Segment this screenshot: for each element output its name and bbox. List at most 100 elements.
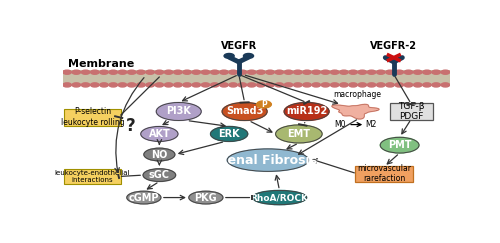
- Circle shape: [321, 70, 330, 74]
- Text: EMT: EMT: [288, 129, 310, 139]
- Circle shape: [284, 83, 293, 87]
- Text: P: P: [261, 100, 267, 109]
- Text: NO: NO: [151, 149, 168, 159]
- Ellipse shape: [227, 149, 308, 171]
- Circle shape: [229, 83, 237, 87]
- Circle shape: [312, 83, 320, 87]
- Ellipse shape: [380, 137, 419, 153]
- Circle shape: [63, 83, 72, 87]
- Text: Membrane: Membrane: [68, 59, 134, 69]
- Text: leukocyte-endothelial
interactions: leukocyte-endothelial interactions: [55, 170, 130, 183]
- Circle shape: [72, 83, 80, 87]
- Circle shape: [100, 70, 108, 74]
- Circle shape: [210, 70, 219, 74]
- Circle shape: [174, 70, 182, 74]
- Circle shape: [136, 83, 145, 87]
- Circle shape: [441, 70, 450, 74]
- Ellipse shape: [144, 148, 175, 161]
- Circle shape: [404, 70, 412, 74]
- Circle shape: [238, 83, 246, 87]
- Circle shape: [376, 83, 385, 87]
- Circle shape: [201, 70, 210, 74]
- FancyBboxPatch shape: [64, 169, 120, 184]
- Circle shape: [72, 70, 80, 74]
- Text: PI3K: PI3K: [166, 106, 191, 116]
- FancyBboxPatch shape: [64, 109, 120, 126]
- Circle shape: [90, 70, 99, 74]
- Circle shape: [136, 70, 145, 74]
- Circle shape: [82, 70, 90, 74]
- Text: M0: M0: [334, 120, 346, 129]
- Circle shape: [155, 70, 164, 74]
- Text: cGMP: cGMP: [128, 192, 159, 203]
- Circle shape: [183, 70, 192, 74]
- Circle shape: [312, 70, 320, 74]
- Circle shape: [256, 83, 265, 87]
- Circle shape: [146, 70, 154, 74]
- Circle shape: [266, 83, 274, 87]
- Text: miR192: miR192: [286, 106, 327, 116]
- Circle shape: [128, 83, 136, 87]
- Ellipse shape: [189, 191, 223, 204]
- Circle shape: [220, 70, 228, 74]
- Text: M2: M2: [366, 120, 377, 129]
- Ellipse shape: [284, 103, 329, 121]
- Circle shape: [302, 70, 312, 74]
- Circle shape: [349, 83, 358, 87]
- Circle shape: [432, 70, 440, 74]
- Text: ERK: ERK: [218, 129, 240, 139]
- Circle shape: [183, 83, 192, 87]
- Circle shape: [238, 70, 246, 74]
- Circle shape: [118, 70, 126, 74]
- Circle shape: [248, 70, 256, 74]
- Circle shape: [302, 83, 312, 87]
- Circle shape: [395, 83, 404, 87]
- Circle shape: [340, 83, 348, 87]
- Text: microvascular
rarefaction: microvascular rarefaction: [357, 164, 411, 183]
- Circle shape: [164, 70, 173, 74]
- Circle shape: [244, 53, 254, 58]
- Circle shape: [340, 70, 348, 74]
- Circle shape: [248, 83, 256, 87]
- Text: ?: ?: [126, 117, 135, 135]
- Circle shape: [63, 70, 72, 74]
- Circle shape: [100, 83, 108, 87]
- Text: VEGFR: VEGFR: [220, 41, 257, 51]
- Text: P-selectin
leukocyte rolling: P-selectin leukocyte rolling: [60, 107, 124, 127]
- Circle shape: [441, 83, 450, 87]
- Circle shape: [266, 70, 274, 74]
- Ellipse shape: [210, 126, 248, 141]
- Text: AKT: AKT: [148, 129, 170, 139]
- Circle shape: [349, 70, 358, 74]
- Circle shape: [90, 83, 99, 87]
- Circle shape: [414, 70, 422, 74]
- Circle shape: [386, 70, 394, 74]
- Ellipse shape: [222, 103, 267, 121]
- Circle shape: [386, 83, 394, 87]
- Circle shape: [358, 83, 366, 87]
- Circle shape: [358, 70, 366, 74]
- Text: macrophage: macrophage: [333, 90, 381, 99]
- Circle shape: [256, 70, 265, 74]
- Circle shape: [224, 53, 234, 58]
- Ellipse shape: [276, 125, 322, 143]
- Text: Smad3: Smad3: [226, 106, 264, 116]
- Circle shape: [414, 83, 422, 87]
- Circle shape: [174, 83, 182, 87]
- Circle shape: [220, 83, 228, 87]
- Text: PMT: PMT: [388, 140, 411, 150]
- Ellipse shape: [127, 191, 161, 204]
- Circle shape: [256, 101, 272, 108]
- FancyBboxPatch shape: [355, 166, 413, 182]
- Circle shape: [275, 70, 283, 74]
- Text: PKG: PKG: [194, 192, 217, 203]
- Ellipse shape: [156, 103, 201, 121]
- Circle shape: [422, 83, 431, 87]
- Text: RhoA/ROCK: RhoA/ROCK: [250, 193, 308, 202]
- Circle shape: [146, 83, 154, 87]
- Circle shape: [109, 83, 118, 87]
- Ellipse shape: [252, 191, 306, 205]
- Circle shape: [229, 70, 237, 74]
- Circle shape: [330, 70, 339, 74]
- Text: VEGFR-2: VEGFR-2: [370, 41, 418, 51]
